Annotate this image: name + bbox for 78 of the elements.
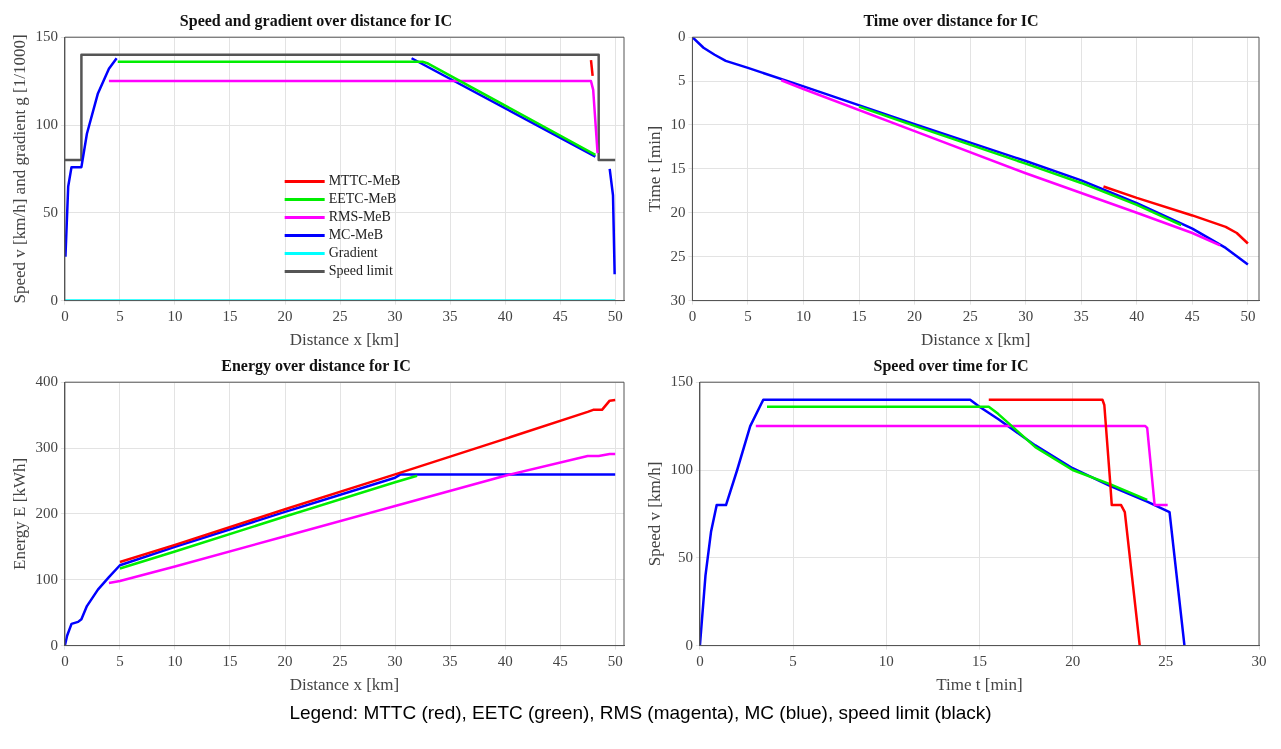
legend-label: RMS-MeB (328, 209, 391, 225)
x-axis-title: Distance x [km] (289, 330, 400, 350)
x-tick-label: 25 (332, 652, 348, 669)
legend-label: Speed limit (328, 263, 393, 279)
y-axis-title: Energy E [kWh] (9, 457, 29, 570)
text: Legend: MTTC (red), EETC (green), RMS (magenta), MC (blue), speed limit (black) (288, 702, 993, 724)
x-tick-label: 20 (1065, 652, 1081, 669)
x-tick-label: 35 (442, 307, 458, 324)
y-tick-label: 150 (35, 28, 58, 45)
y-tick-label: 100 (35, 115, 58, 132)
x-tick-label: 40 (497, 652, 513, 669)
y-tick-label: 400 (35, 373, 58, 390)
legend-label: EETC-MeB (328, 191, 397, 207)
chart-title: Time over distance for IC (863, 11, 1039, 29)
x-tick-label: 5 (744, 307, 752, 324)
x-tick-label: 10 (796, 307, 811, 324)
x-tick-label: 25 (332, 307, 348, 324)
y-tick-label: 10 (670, 115, 686, 132)
x-tick-label: 10 (878, 652, 894, 669)
x-tick-label: 45 (552, 652, 568, 669)
x-tick-label: 20 (277, 652, 293, 669)
y-tick-label: 20 (670, 203, 686, 220)
x-tick-label: 30 (387, 307, 403, 324)
y-tick-label: 100 (670, 460, 693, 477)
chart-title: Energy over distance for IC (221, 356, 411, 375)
x-tick-label: 15 (222, 307, 238, 324)
x-tick-label: 35 (442, 652, 458, 669)
x-tick-label: 15 (851, 307, 867, 324)
chart-title: Speed and gradient over distance for IC (179, 11, 453, 30)
y-tick-label: 0 (685, 636, 693, 653)
x-tick-label: 50 (1240, 307, 1256, 324)
chart-title: Speed over time for IC (873, 356, 1029, 375)
y-tick-label: 25 (670, 247, 686, 264)
x-tick-label: 50 (607, 652, 623, 669)
x-tick-label: 15 (222, 652, 238, 669)
y-tick-label: 0 (50, 291, 58, 308)
y-tick-label: 150 (670, 373, 693, 390)
y-tick-label: 100 (35, 570, 58, 587)
x-axis-title: Distance x [km] (289, 675, 400, 695)
x-tick-label: 5 (789, 652, 797, 669)
x-tick-label: 40 (1129, 307, 1145, 324)
x-tick-label: 5 (116, 307, 124, 324)
x-tick-label: 30 (1251, 652, 1267, 669)
y-tick-label: 300 (35, 438, 58, 455)
y-tick-label: 50 (677, 548, 693, 565)
legend-label: Gradient (328, 245, 378, 261)
x-tick-label: 45 (552, 307, 568, 324)
x-tick-label: 25 (1158, 652, 1174, 669)
x-tick-label: 40 (497, 307, 513, 324)
x-tick-label: 0 (61, 307, 69, 324)
x-tick-label: 45 (1184, 307, 1200, 324)
x-tick-label: 20 (907, 307, 923, 324)
x-tick-label: 15 (971, 652, 987, 669)
y-tick-label: 0 (50, 636, 58, 653)
y-axis-title: Time t [min] (644, 125, 664, 213)
x-tick-label: 50 (607, 307, 623, 324)
x-tick-label: 0 (61, 652, 69, 669)
y-tick-label: 0 (677, 28, 686, 45)
y-axis-title: Speed v [km/h] and gradient g [1/1000] (9, 34, 29, 304)
y-tick-label: 15 (670, 159, 686, 176)
x-tick-label: 25 (962, 307, 978, 324)
x-tick-label: 0 (696, 652, 704, 669)
x-axis-title: Time t [min] (936, 675, 1023, 695)
y-tick-label: 5 (677, 72, 686, 89)
x-tick-label: 30 (1018, 307, 1034, 324)
x-tick-label: 10 (167, 307, 183, 324)
y-tick-label: 50 (42, 203, 58, 220)
x-tick-label: 10 (167, 652, 183, 669)
x-axis-title: Distance x [km] (920, 330, 1031, 350)
x-tick-label: 30 (387, 652, 403, 669)
x-tick-label: 35 (1073, 307, 1089, 324)
y-tick-label: 200 (35, 504, 58, 521)
x-tick-label: 5 (116, 652, 124, 669)
y-tick-label: 30 (670, 291, 686, 308)
legend-label: MTTC-MeB (328, 173, 401, 189)
legend-label: MC-MeB (328, 227, 384, 243)
y-axis-title: Speed v [km/h] (644, 461, 664, 567)
x-tick-label: 20 (277, 307, 293, 324)
